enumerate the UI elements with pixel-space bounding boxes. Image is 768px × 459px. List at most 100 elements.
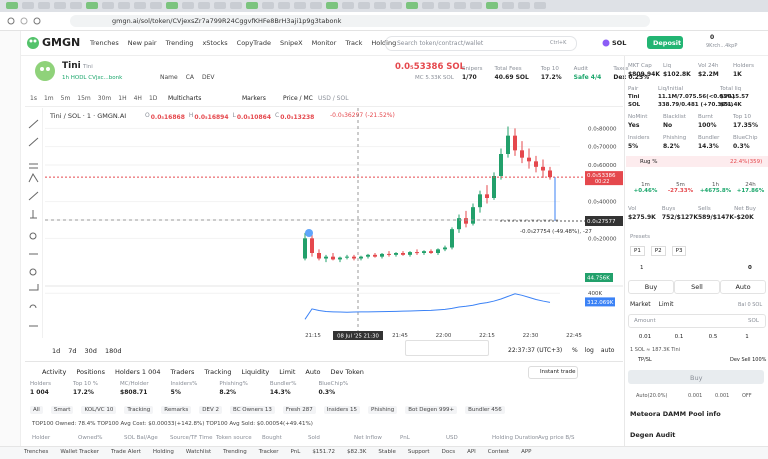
period[interactable]: 5m -27.33% (663, 182, 698, 194)
preset[interactable]: P1 (630, 246, 645, 256)
table-tab[interactable]: Dev Token (330, 368, 364, 376)
nav-link[interactable]: New pair (127, 39, 157, 47)
browser-tab[interactable] (262, 2, 274, 9)
range[interactable]: 30d (84, 347, 97, 355)
footer-item[interactable]: Trade Alert (110, 449, 141, 455)
table-tab[interactable]: Holders 1 004 (115, 368, 161, 376)
instant-trade-button[interactable] (528, 366, 578, 379)
browser-tab[interactable] (310, 2, 322, 9)
interval[interactable]: 1D (148, 95, 158, 102)
multicharts[interactable]: Multicharts (168, 95, 202, 102)
interval[interactable]: 15m (77, 95, 91, 102)
browser-tab[interactable] (342, 2, 354, 9)
trade-tab[interactable]: Auto (720, 280, 766, 294)
browser-tab[interactable] (22, 2, 34, 9)
browser-tab[interactable] (390, 2, 402, 9)
filter[interactable]: Fresh 287 (282, 406, 316, 414)
filter[interactable]: Insiders 15 (323, 406, 360, 414)
footer-item[interactable]: Tracker (258, 449, 279, 455)
browser-tab[interactable] (182, 2, 194, 9)
trade-tab[interactable]: Buy (628, 280, 674, 294)
browser-tab[interactable] (374, 2, 386, 9)
footer-item[interactable]: APP (521, 449, 532, 455)
browser-tab[interactable] (166, 2, 178, 9)
footer-item[interactable]: Trenches (24, 449, 49, 455)
interval[interactable]: 1s (30, 95, 37, 102)
nav-link[interactable]: CopyTrade (236, 39, 271, 47)
filter[interactable]: DEV 2 (199, 406, 223, 414)
browser-tab[interactable] (406, 2, 418, 9)
nav-link[interactable]: Trenches (90, 39, 119, 47)
table-tab[interactable]: Positions (76, 368, 106, 376)
deposit-button[interactable] (647, 36, 683, 49)
table-tab[interactable]: Traders (170, 368, 195, 376)
browser-tab[interactable] (230, 2, 242, 9)
browser-tab[interactable] (534, 2, 546, 9)
scale-option[interactable]: % (572, 347, 578, 354)
browser-tab[interactable] (86, 2, 98, 9)
browser-tab[interactable] (358, 2, 370, 9)
browser-tab[interactable] (198, 2, 210, 9)
off[interactable]: OFF (742, 393, 752, 399)
period[interactable]: 24h +17.86% (733, 182, 768, 194)
degen-audit[interactable]: Degen Audit (630, 431, 676, 439)
filter[interactable]: Smart (50, 406, 74, 414)
nav-icons[interactable] (6, 16, 56, 26)
browser-tab[interactable] (470, 2, 482, 9)
browser-tab[interactable] (502, 2, 514, 9)
amount-preset[interactable]: 0.01 (638, 334, 652, 340)
filter[interactable]: BC Owners 13 (230, 406, 275, 414)
table-tab[interactable]: Auto (305, 368, 321, 376)
browser-tab[interactable] (422, 2, 434, 9)
footer-item[interactable]: $82.3K (347, 449, 367, 455)
url-field[interactable] (70, 15, 650, 27)
buy-button[interactable] (628, 370, 764, 384)
interval[interactable]: 5m (60, 95, 71, 102)
chain[interactable]: SOL (612, 39, 627, 47)
nav-link[interactable]: Monitor (311, 39, 337, 47)
browser-tab[interactable] (294, 2, 306, 9)
order-type[interactable]: Limit (658, 301, 674, 308)
token-link[interactable]: CA (185, 74, 194, 81)
nav-link[interactable]: SnipeX (279, 39, 303, 47)
browser-tab[interactable] (54, 2, 66, 9)
wallet-count[interactable]: 1 (640, 265, 644, 271)
footer-item[interactable]: PnL (290, 449, 301, 455)
browser-tab[interactable] (438, 2, 450, 9)
browser-tab[interactable] (278, 2, 290, 9)
filter[interactable]: Bot Degen 999+ (405, 406, 458, 414)
draw-tools-box[interactable] (405, 340, 489, 356)
footer-item[interactable]: Docs (441, 449, 456, 455)
nav-link[interactable]: xStocks (202, 39, 228, 47)
interval[interactable]: 1m (43, 95, 54, 102)
tpsl[interactable]: TP/SL (638, 357, 652, 363)
browser-tab[interactable] (454, 2, 466, 9)
wallet[interactable]: 9Krch...4kpP (706, 43, 738, 49)
browser-tab[interactable] (214, 2, 226, 9)
table-tab[interactable]: Limit (279, 368, 296, 376)
interval[interactable]: 30m (97, 95, 112, 102)
browser-tab[interactable] (70, 2, 82, 9)
browser-tab[interactable] (118, 2, 130, 9)
browser-tab[interactable] (38, 2, 50, 9)
amount-preset[interactable]: 0.1 (674, 334, 684, 340)
markers[interactable]: Markers (242, 95, 266, 102)
filter[interactable]: Phishing (368, 406, 398, 414)
browser-tab[interactable] (246, 2, 258, 9)
browser-tab[interactable] (134, 2, 146, 9)
nav-link[interactable]: Trending (165, 39, 194, 47)
footer-item[interactable]: Wallet Tracker (60, 449, 99, 455)
table-tab[interactable]: Liquidity (241, 368, 270, 376)
filter[interactable]: Bundler 456 (465, 406, 505, 414)
nav-link[interactable]: Holding (371, 39, 397, 47)
browser-tab[interactable] (150, 2, 162, 9)
amount-preset[interactable]: 1 (745, 334, 749, 340)
footer-item[interactable]: Trending (223, 449, 247, 455)
token-link[interactable]: DEV (202, 74, 215, 81)
period[interactable]: 1m +0.46% (628, 182, 663, 194)
range[interactable]: 1d (52, 347, 61, 355)
usd-sol[interactable]: USD / SOL (318, 95, 349, 102)
table-tab[interactable]: Activity (42, 368, 67, 376)
scale-option[interactable]: log (584, 347, 594, 354)
auto-fee[interactable]: Auto(20.0%) (636, 393, 668, 399)
